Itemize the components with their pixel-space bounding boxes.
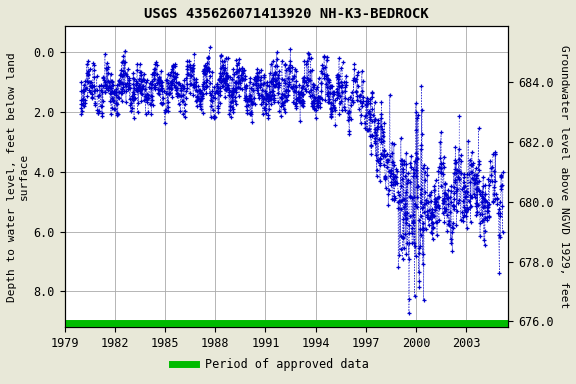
Title: USGS 435626071413920 NH-K3-BEDROCK: USGS 435626071413920 NH-K3-BEDROCK: [144, 7, 429, 21]
Y-axis label: Depth to water level, feet below land
surface: Depth to water level, feet below land su…: [7, 52, 29, 302]
Legend: Period of approved data: Period of approved data: [168, 354, 374, 376]
Y-axis label: Groundwater level above NGVD 1929, feet: Groundwater level above NGVD 1929, feet: [559, 45, 569, 308]
